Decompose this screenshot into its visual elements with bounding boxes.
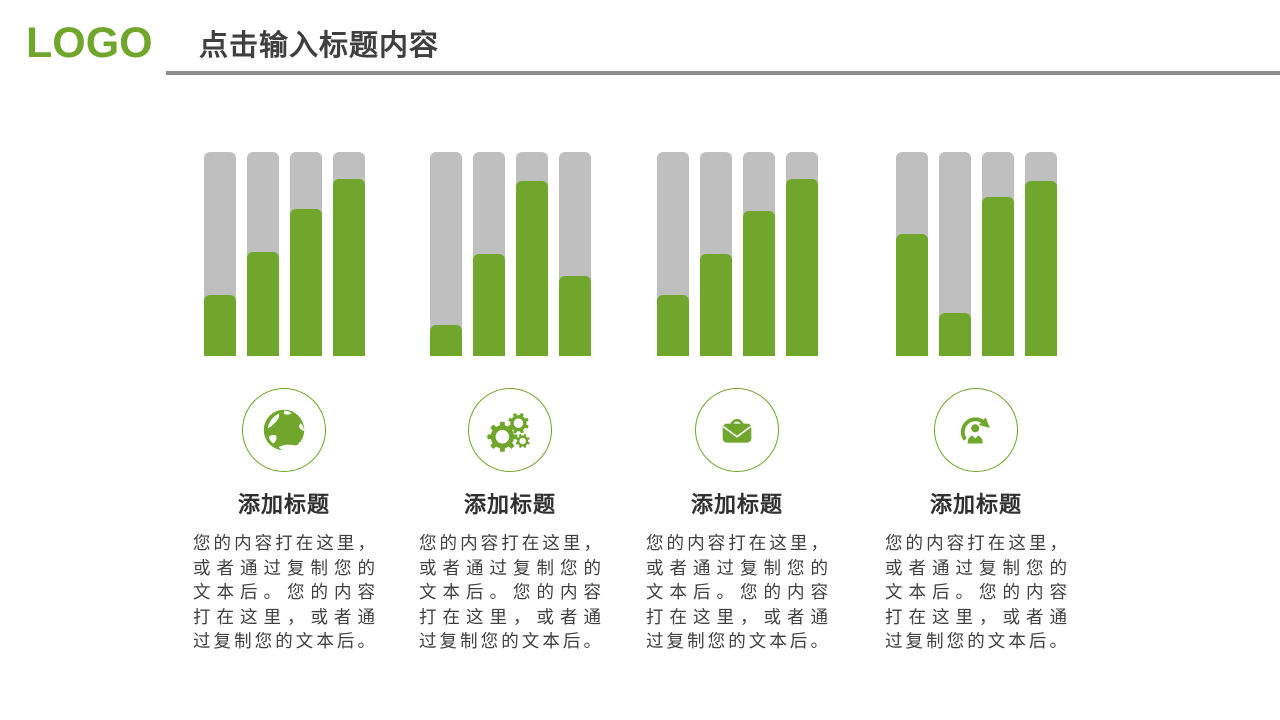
section-heading-4[interactable]: 添加标题 — [929, 492, 1022, 517]
bar-fill — [939, 313, 971, 356]
bar-fill — [982, 196, 1014, 356]
bar-fill — [786, 178, 818, 356]
bar-fill — [896, 233, 928, 356]
bar-fill — [700, 254, 732, 356]
section-body-2[interactable]: 您的内容打在这里， 或者通过复制您的 文本后。您的内容 打在这里，或者通 过复制… — [419, 533, 601, 651]
bar-track — [516, 152, 548, 356]
section-body-1[interactable]: 您的内容打在这里， 或者通过复制您的 文本后。您的内容 打在这里，或者通 过复制… — [193, 533, 375, 651]
section-body-3[interactable]: 您的内容打在这里， 或者通过复制您的 文本后。您的内容 打在这里，或者通 过复制… — [646, 533, 828, 651]
briefcase-icon — [695, 388, 779, 472]
bar-track — [290, 152, 322, 356]
gears-icon-glyph — [483, 407, 534, 457]
bar-chart-group-2 — [430, 152, 591, 356]
bar-fill — [333, 178, 365, 356]
bar-track — [204, 152, 236, 356]
bar-track — [1025, 152, 1057, 356]
bar-fill — [743, 211, 775, 356]
logo: LOGO — [26, 19, 153, 67]
page-title[interactable]: 点击输入标题内容 — [199, 30, 440, 62]
bar-track — [657, 152, 689, 356]
bar-track — [982, 152, 1014, 356]
person-arrow-icon — [934, 388, 1018, 472]
bar-chart-group-3 — [657, 152, 818, 356]
section-body-4[interactable]: 您的内容打在这里， 或者通过复制您的 文本后。您的内容 打在这里，或者通 过复制… — [885, 533, 1067, 651]
title-underline — [166, 71, 1280, 75]
bar-chart-group-1 — [204, 152, 365, 356]
bar-track — [333, 152, 365, 356]
section-heading-1[interactable]: 添加标题 — [237, 492, 330, 517]
bar-track — [559, 152, 591, 356]
globe-icon — [242, 388, 326, 472]
section-heading-2[interactable]: 添加标题 — [463, 492, 556, 517]
bar-track — [743, 152, 775, 356]
briefcase-icon-glyph — [722, 419, 752, 443]
bar-fill — [559, 276, 591, 356]
bar-fill — [516, 180, 548, 356]
bar-track — [896, 152, 928, 356]
bar-fill — [247, 251, 279, 356]
person-arrow-icon-glyph — [960, 417, 990, 444]
globe-icon-glyph — [263, 409, 305, 451]
bar-track — [939, 152, 971, 356]
bar-fill — [1025, 180, 1057, 356]
bar-fill — [204, 294, 236, 356]
bar-track — [786, 152, 818, 356]
section-heading-3[interactable]: 添加标题 — [690, 492, 783, 517]
bar-fill — [473, 254, 505, 356]
bar-track — [700, 152, 732, 356]
bar-track — [430, 152, 462, 356]
bar-track — [247, 152, 279, 356]
gears-icon — [468, 388, 552, 472]
bar-fill — [430, 325, 462, 356]
bar-track — [473, 152, 505, 356]
bar-chart-group-4 — [896, 152, 1057, 356]
bar-fill — [657, 294, 689, 356]
bar-fill — [290, 209, 322, 356]
